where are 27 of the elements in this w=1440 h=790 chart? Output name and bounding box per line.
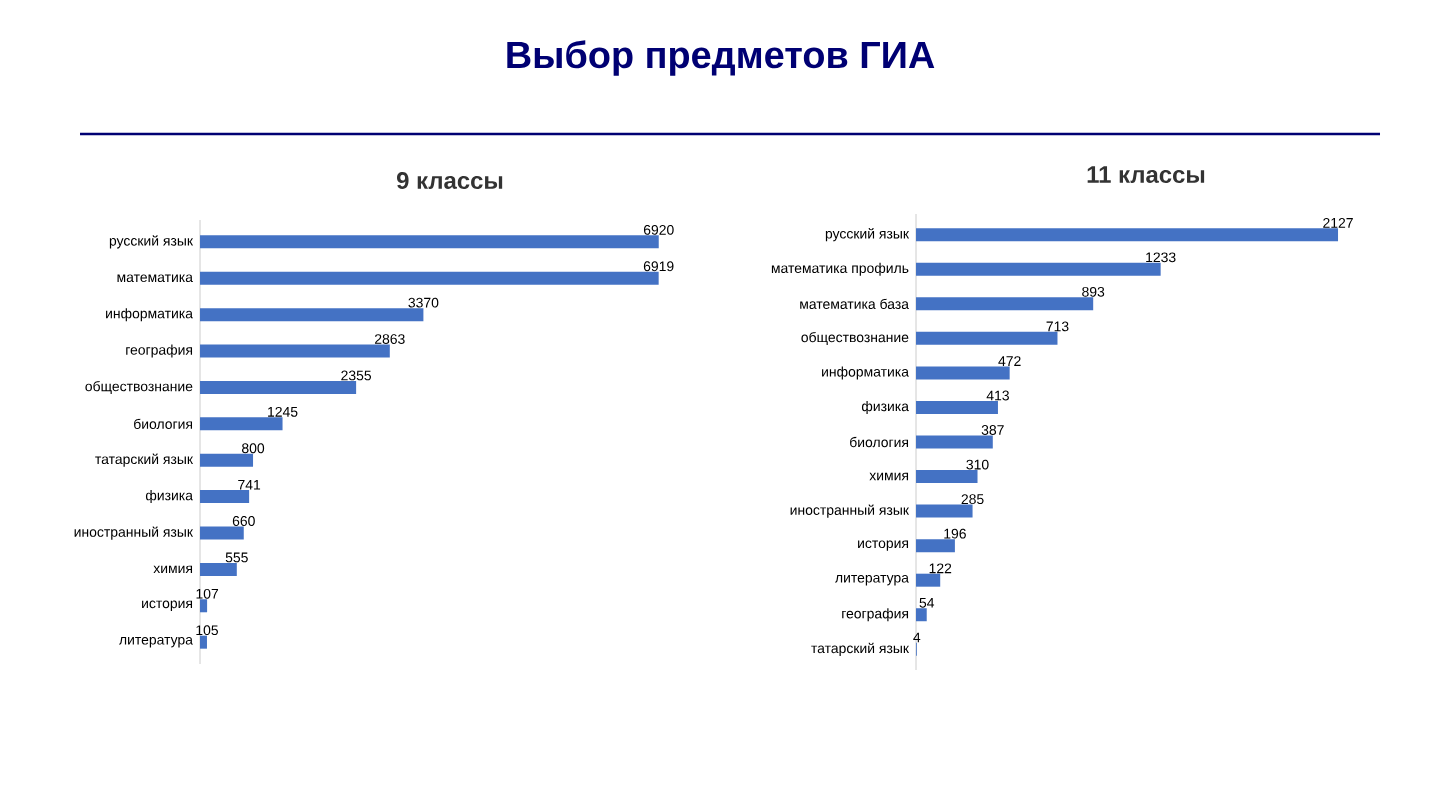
chart-title: 11 классы xyxy=(1087,166,1205,183)
bar xyxy=(916,228,1339,242)
bar xyxy=(200,599,208,613)
bar xyxy=(200,271,659,285)
bar xyxy=(916,262,1161,276)
bar xyxy=(200,344,390,358)
bar xyxy=(916,539,955,553)
bar xyxy=(916,331,1058,345)
bar xyxy=(200,526,244,540)
bar xyxy=(916,504,973,518)
bar xyxy=(200,635,207,649)
bar xyxy=(200,308,424,322)
bar xyxy=(200,380,357,394)
bar xyxy=(916,470,978,484)
bar xyxy=(916,366,1010,380)
bar xyxy=(916,297,1094,311)
bar xyxy=(200,562,237,576)
chart-title: 9 классы xyxy=(397,172,503,189)
bar xyxy=(916,400,998,414)
bar xyxy=(200,235,659,249)
bar xyxy=(916,435,993,449)
text: Выбор предметов ГИА xyxy=(507,40,935,76)
bar xyxy=(200,453,254,467)
bar xyxy=(200,417,283,431)
bar xyxy=(916,573,941,587)
bar xyxy=(200,490,250,504)
bar xyxy=(916,608,927,622)
